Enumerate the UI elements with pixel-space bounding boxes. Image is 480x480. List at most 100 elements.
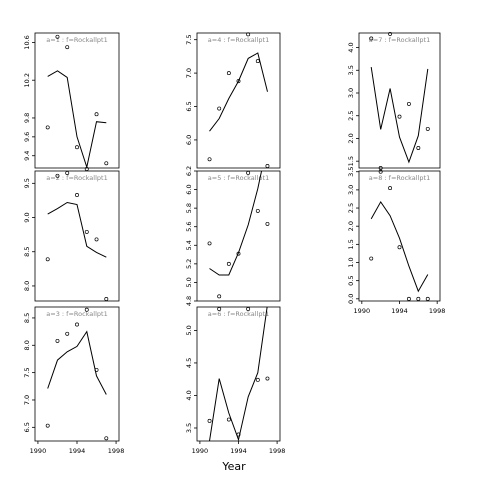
- y-tick-label: 5.6: [185, 222, 193, 232]
- fitted-line: [47, 330, 107, 395]
- y-tick-label: 6.5: [23, 422, 31, 432]
- y-tick-label: 6.0: [185, 135, 193, 145]
- panel-frame: [358, 32, 441, 169]
- y-tick-label: 2.5: [347, 111, 355, 121]
- y-tick-label: 4.5: [185, 358, 193, 368]
- observed-point: [75, 145, 79, 150]
- panel-strip-label: a=2 : f=Rockallpt1: [46, 174, 107, 182]
- observed-point: [226, 417, 231, 422]
- observed-point: [104, 296, 109, 301]
- y-tick-label: 7.0: [185, 68, 193, 78]
- x-tick-label: 1990: [30, 447, 47, 455]
- y-tick-label: 1.5: [347, 156, 355, 166]
- observed-point: [265, 164, 270, 168]
- observed-point: [55, 338, 60, 343]
- panel-strip-label: a=3 : f=Rockallpt1: [46, 310, 107, 318]
- observed-point: [236, 79, 241, 84]
- y-tick-label: 5.8: [185, 203, 193, 213]
- fitted-line: [209, 52, 268, 132]
- observed-point: [236, 251, 241, 256]
- y-tick-label: 9.5: [23, 178, 31, 188]
- y-tick-label: 3.0: [347, 88, 355, 98]
- panel-strip-label: a=6 : f=Rockallpt1: [208, 310, 269, 318]
- observed-point: [65, 331, 70, 336]
- panel-1: a=1 : f=Rockallpt1 9.4 9.6 9.8 10.2 10.6: [23, 32, 120, 171]
- panel-frame: [196, 32, 281, 169]
- x-tick-label: 1998: [269, 447, 286, 455]
- observed-point: [226, 261, 231, 266]
- y-tick-label: 3.0: [347, 185, 355, 195]
- x-tick-label: 1990: [192, 447, 209, 455]
- y-tick-label: 8.0: [23, 340, 31, 350]
- observed-point: [397, 245, 402, 250]
- observed-point: [425, 296, 430, 301]
- x-tick-label: 1998: [108, 447, 125, 455]
- y-tick-label: 8.5: [23, 313, 31, 323]
- observed-point: [265, 221, 270, 226]
- panel-frame: [196, 306, 281, 442]
- fitted-line: [209, 307, 268, 441]
- observed-point: [45, 423, 50, 428]
- panel-frame: [34, 32, 120, 169]
- observed-point: [425, 126, 430, 131]
- y-tick-label: 6.0: [185, 184, 193, 194]
- y-tick-label: 4.0: [185, 390, 193, 400]
- observed-point: [45, 257, 50, 262]
- y-tick-label: 8.5: [23, 247, 31, 257]
- observed-point: [378, 166, 383, 170]
- panel-strip-label: a=4 : f=Rockallpt1: [208, 36, 269, 44]
- y-tick-label: 1.0: [347, 257, 355, 267]
- observed-point: [246, 32, 251, 37]
- y-tick-label: 9.6: [23, 132, 31, 142]
- observed-point: [397, 114, 402, 119]
- fitted-line: [370, 200, 429, 293]
- observed-point: [65, 45, 70, 50]
- observed-point: [207, 157, 212, 162]
- observed-point: [84, 307, 89, 312]
- y-tick-label: 7.0: [23, 395, 31, 405]
- observed-point: [265, 376, 270, 381]
- observed-point: [207, 418, 212, 423]
- observed-point: [255, 59, 260, 64]
- panel-7: a=7 : f=Rockallpt1 1.5 2.0 2.5 3.0 3.5 4.0: [347, 31, 441, 170]
- y-tick-label: 5.0: [185, 277, 193, 287]
- y-tick-label: 3.5: [347, 167, 355, 177]
- x-tick-label: 1990: [354, 307, 371, 315]
- y-tick-label: 6.5: [185, 101, 193, 111]
- panel-strip-label: a=7 : f=Rockallpt1: [369, 36, 430, 44]
- y-tick-label: 5.2: [185, 259, 193, 269]
- panel-6: a=6 : f=Rockallpt1 3.5 4.0 4.5 5.0 1990 1994 19…: [185, 306, 286, 455]
- panel-3: a=3 : f=Rockallpt1 6.5 7.0 7.5 8.0 8.5 1990 199…: [23, 306, 125, 455]
- fitted-line: [47, 201, 107, 258]
- panel-8: a=8 : f=Rockallpt1 0.0 0.5 1.0 1.5 2.0 2.5 3.0 3…: [347, 167, 445, 315]
- observed-point: [378, 169, 383, 174]
- observed-point: [246, 170, 251, 175]
- y-tick-label: 5.0: [185, 325, 193, 335]
- observed-point: [75, 322, 79, 327]
- y-tick-label: 3.5: [185, 423, 193, 433]
- x-tick-label: 1994: [391, 307, 408, 315]
- x-tick-label: 1994: [230, 447, 247, 455]
- observed-point: [217, 307, 222, 311]
- observed-point: [388, 31, 393, 36]
- observed-point: [55, 34, 60, 39]
- y-tick-label: 9.8: [23, 113, 31, 123]
- y-tick-label: 5.4: [185, 240, 193, 250]
- panel-strip-label: a=5 : f=Rockallpt1: [208, 174, 269, 182]
- observed-point: [416, 296, 421, 301]
- fitted-line: [209, 171, 263, 276]
- observed-point: [236, 432, 241, 437]
- y-tick-label: 4.8: [185, 296, 193, 306]
- observed-point: [255, 377, 260, 382]
- observed-point: [217, 106, 222, 111]
- observed-point: [84, 229, 89, 234]
- observed-point: [217, 294, 222, 299]
- observed-point: [369, 36, 374, 41]
- y-tick-label: 0.5: [347, 275, 355, 285]
- x-tick-label: 1998: [429, 307, 446, 315]
- panel-strip-label: a=1 : f=Rockallpt1: [46, 36, 107, 44]
- observed-point: [369, 256, 374, 261]
- y-tick-label: 7.5: [185, 35, 193, 45]
- y-tick-label: 9.0: [23, 212, 31, 222]
